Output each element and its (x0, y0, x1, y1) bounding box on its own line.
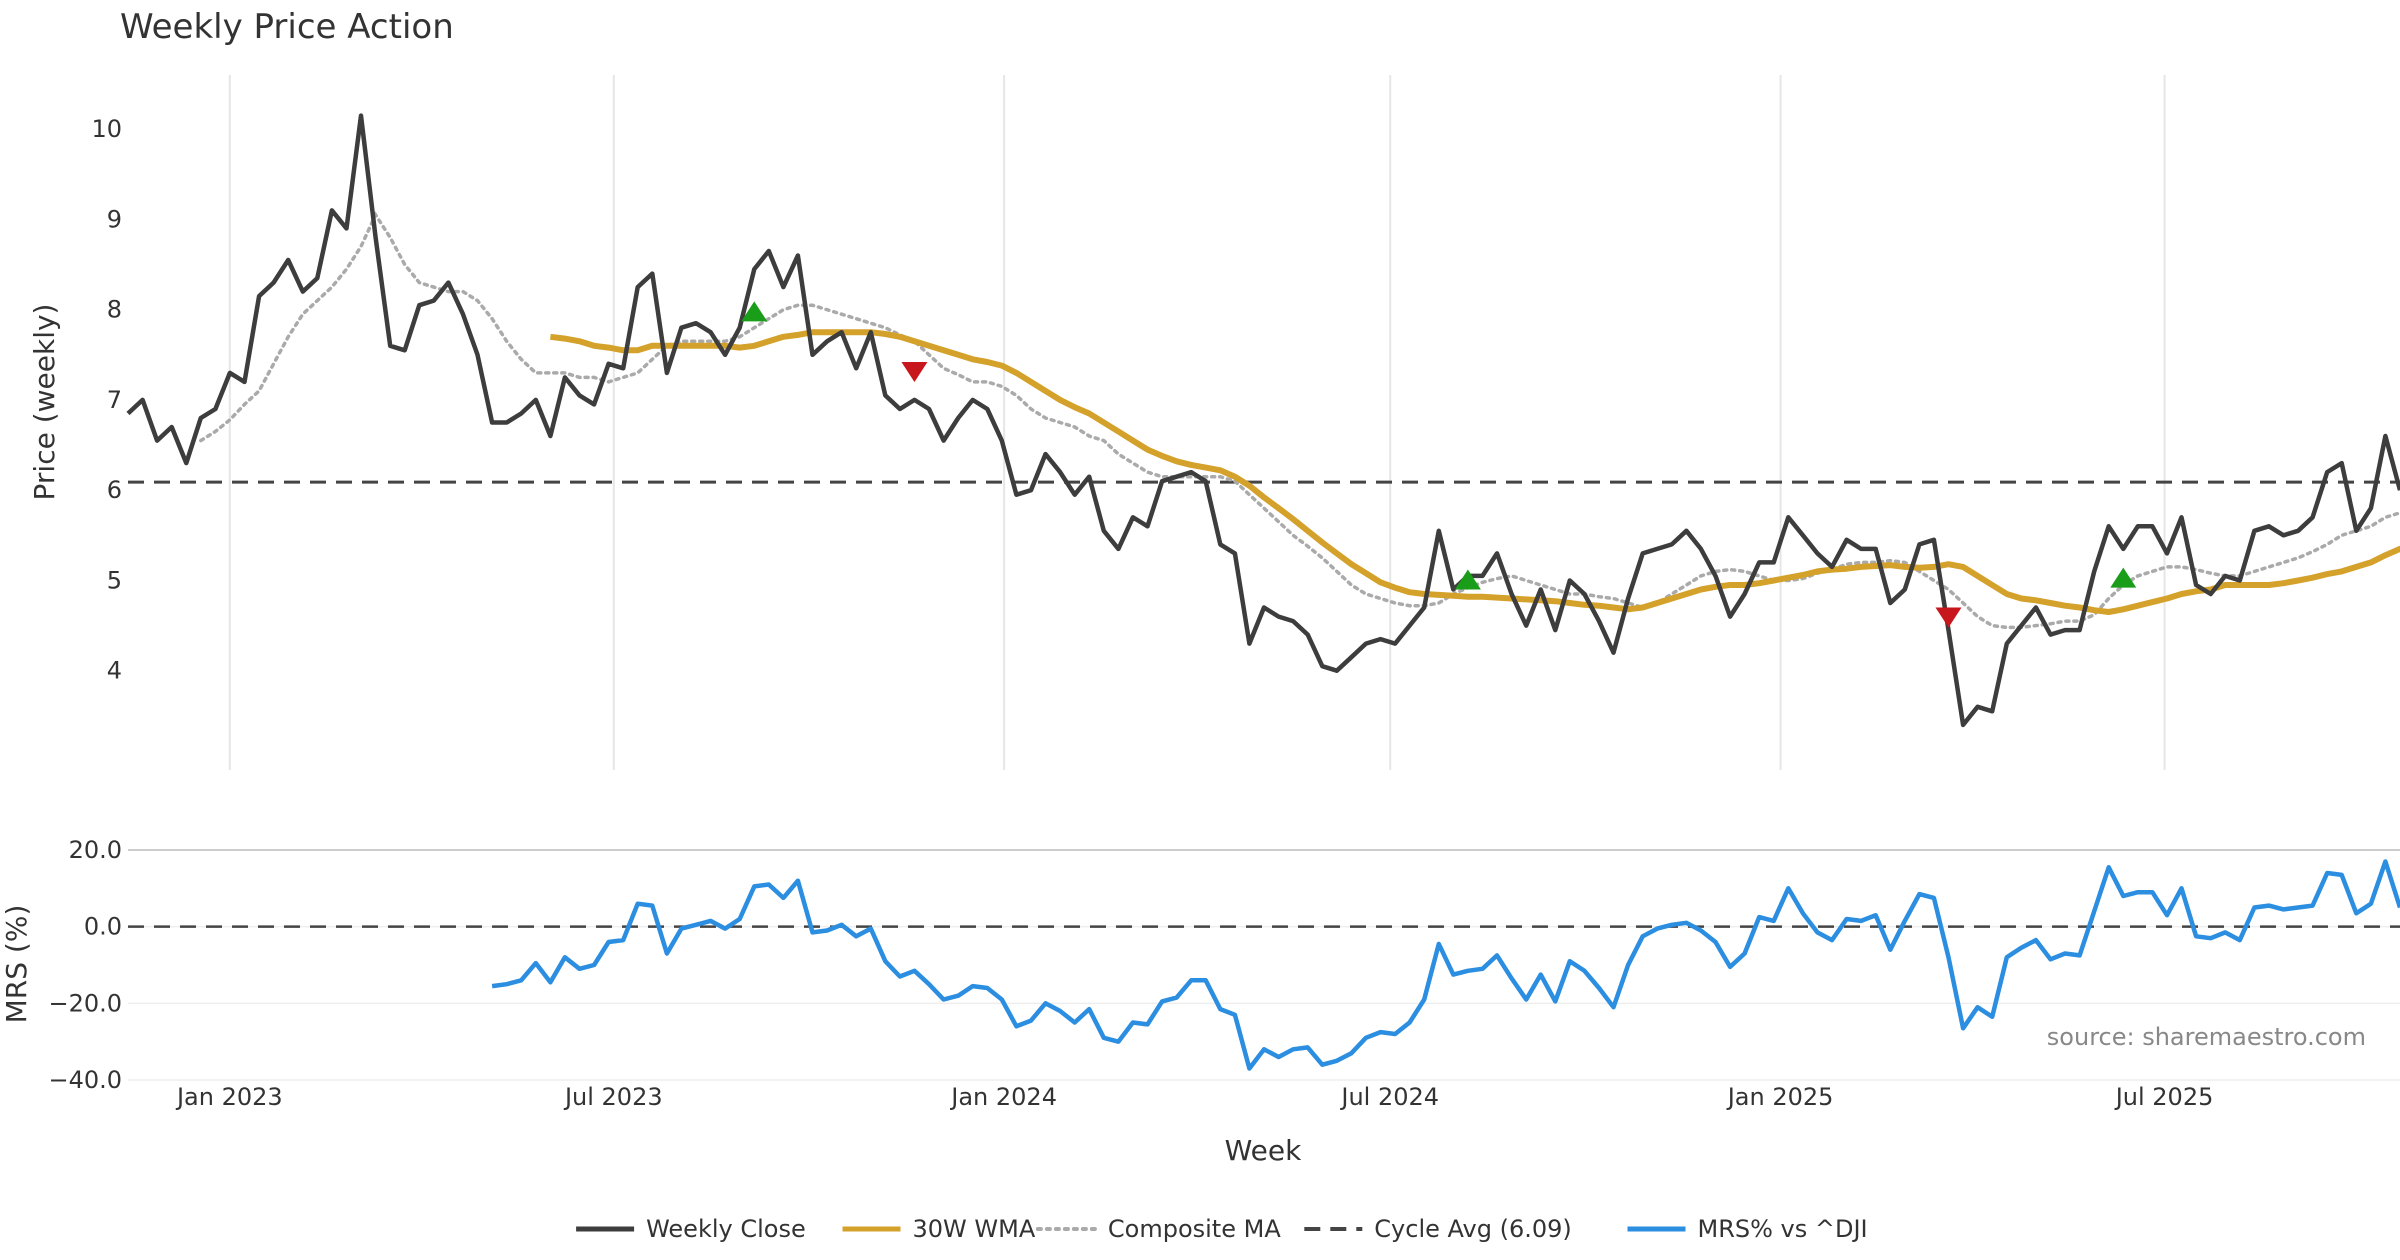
series-composite-ma (199, 211, 2400, 630)
x-ticks: Jan 2023 Jul 2023 Jan 2024 Jul 2024 Jan 2025… (175, 1083, 2213, 1111)
source-label: source: sharemaestro.com (2047, 1023, 2366, 1051)
sell-marker-1 (901, 362, 928, 383)
price-ytick-0: 4 (107, 657, 122, 685)
legend-item-0: Weekly Close (576, 1215, 806, 1243)
sell-marker-3 (1935, 607, 1962, 628)
mrs-y-ticks: −40.0 −20.0 0.0 20.0 (48, 836, 122, 1094)
mrs-ytick-1: −20.0 (48, 989, 122, 1017)
price-ytick-4: 8 (107, 296, 122, 324)
mrs-y-axis-title: MRS (%) (0, 905, 33, 1024)
price-ytick-1: 5 (107, 566, 122, 594)
price-ytick-3: 7 (107, 386, 122, 414)
xtick-3: Jul 2024 (1339, 1083, 1439, 1111)
signal-markers (741, 301, 2137, 628)
legend-label-1: 30W WMA (913, 1215, 1036, 1243)
mrs-ytick-3: 20.0 (69, 836, 122, 864)
buy-marker-4 (2110, 567, 2137, 588)
xtick-4: Jan 2025 (1726, 1083, 1834, 1111)
mrs-ytick-0: −40.0 (48, 1066, 122, 1094)
price-ytick-5: 9 (107, 205, 122, 233)
buy-marker-2 (1454, 569, 1481, 590)
legend-label-3: Cycle Avg (6.09) (1374, 1215, 1571, 1243)
series-mrs (491, 859, 2400, 1071)
series-30w-wma (550, 329, 2400, 615)
legend-item-3: Cycle Avg (6.09) (1304, 1215, 1572, 1243)
mrs-ytick-2: 0.0 (84, 913, 122, 941)
legend-label-0: Weekly Close (646, 1215, 806, 1243)
xtick-0: Jan 2023 (175, 1083, 283, 1111)
xtick-1: Jul 2023 (563, 1083, 663, 1111)
price-ytick-2: 6 (107, 476, 122, 504)
legend-item-2: Composite MA (1035, 1215, 1281, 1243)
legend-item-4: MRS% vs ^DJI (1627, 1215, 1868, 1243)
x-axis-title: Week (1225, 1134, 1302, 1167)
legend-label-2: Composite MA (1108, 1215, 1281, 1243)
xtick-2: Jan 2024 (949, 1083, 1057, 1111)
price-y-axis-title: Price (weekly) (28, 304, 61, 501)
price-ytick-6: 10 (91, 115, 122, 143)
price-gridlines (228, 75, 2166, 770)
chart-title: Weekly Price Action (120, 7, 454, 47)
buy-marker-0 (741, 301, 768, 322)
legend-label-4: MRS% vs ^DJI (1698, 1215, 1868, 1243)
price-y-ticks: 4 5 6 7 8 9 10 (91, 115, 122, 685)
series-weekly-close (126, 113, 2400, 728)
legend: Weekly Close 30W WMA Composite MA Cycle Avg… (576, 1215, 1868, 1243)
xtick-5: Jul 2025 (2114, 1083, 2214, 1111)
legend-item-1: 30W WMA (842, 1215, 1036, 1243)
